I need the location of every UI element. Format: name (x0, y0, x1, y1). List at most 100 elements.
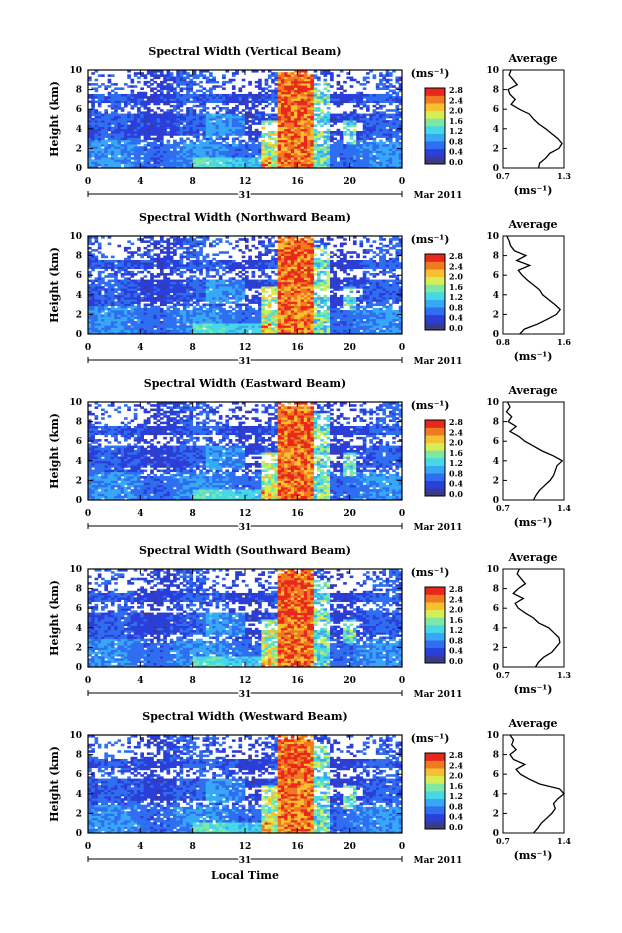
heatmap-cell (271, 114, 275, 117)
heatmap-cell (389, 114, 393, 117)
heatmap-cell (147, 81, 151, 84)
heatmap-cell (232, 260, 236, 263)
heatmap-cell (258, 142, 262, 145)
heatmap-cell (121, 114, 125, 117)
heatmap-cell (147, 304, 151, 307)
heatmap-cell (229, 79, 233, 82)
colorbar-tick-label: 1.2 (449, 126, 463, 136)
heatmap-cell (176, 308, 180, 311)
heatmap-cell (108, 280, 112, 283)
colorbar-swatch (425, 147, 445, 149)
x-tick-label: 0 (85, 177, 91, 187)
heatmap-cell (320, 116, 324, 119)
heatmap-cell (170, 306, 174, 309)
heatmap-cell (193, 105, 197, 108)
colorbar-swatch (425, 109, 445, 111)
heatmap-cell (268, 90, 272, 93)
heatmap-cell (379, 94, 383, 97)
heatmap-cell (327, 129, 331, 132)
heatmap-cell (114, 271, 118, 274)
heatmap-cell (209, 79, 213, 82)
heatmap-cell (212, 94, 216, 97)
heatmap-cell (196, 144, 200, 147)
heatmap-cell (95, 87, 99, 90)
average-x-tick-label: 1.3 (557, 171, 571, 181)
heatmap-cell (350, 142, 354, 145)
heatmap-cell (268, 142, 272, 145)
heatmap-cell (111, 111, 115, 114)
heatmap-cell (153, 306, 157, 309)
heatmap-cell (91, 159, 95, 162)
heatmap-cell (363, 87, 367, 90)
heatmap-cell (242, 79, 246, 82)
heatmap-cell (124, 258, 128, 261)
heatmap-cell (199, 247, 203, 250)
colorbar-swatch (425, 92, 445, 94)
heatmap-cell (157, 253, 161, 256)
heatmap-cell (173, 249, 177, 252)
heatmap-cell (95, 284, 99, 287)
heatmap-cell (101, 286, 105, 289)
heatmap-cell (356, 114, 360, 117)
heatmap-cell (317, 114, 321, 117)
heatmap-cell (160, 81, 164, 84)
colorbar-swatch (425, 132, 445, 134)
heatmap-cell (268, 94, 272, 97)
heatmap-cell (281, 72, 285, 75)
heatmap-cell (140, 297, 144, 300)
colorbar-swatch (425, 120, 445, 122)
heatmap-cell (324, 94, 328, 97)
heatmap-cell (111, 74, 115, 77)
heatmap-cell (258, 92, 262, 95)
heatmap-cell (359, 92, 363, 95)
heatmap-cell (255, 81, 259, 84)
colorbar-swatch (425, 126, 445, 128)
heatmap-cell (382, 105, 386, 108)
heatmap-cell (271, 72, 275, 75)
heatmap-cell (108, 260, 112, 263)
heatmap-cell (324, 131, 328, 134)
heatmap-cell (140, 72, 144, 75)
heatmap-cell (212, 85, 216, 88)
heatmap-cell (232, 138, 236, 141)
heatmap-cell (271, 90, 275, 93)
heatmap-cell (117, 114, 121, 117)
heatmap-cell (117, 293, 121, 296)
heatmap-cell (140, 308, 144, 311)
heatmap-cell (98, 260, 102, 263)
heatmap-cell (180, 94, 184, 97)
heatmap-cell (222, 308, 226, 311)
heatmap-cell (137, 81, 141, 84)
heatmap-cell (199, 280, 203, 283)
heatmap-cell (186, 138, 190, 141)
heatmap-cell (212, 245, 216, 248)
heatmap-cell (137, 247, 141, 250)
heatmap-cell (91, 249, 95, 252)
heatmap-cell (157, 107, 161, 110)
heatmap-cell (157, 144, 161, 147)
heatmap-cell (245, 94, 249, 97)
heatmap-cell (212, 107, 216, 110)
heatmap-cell (225, 271, 229, 274)
heatmap-cell (170, 256, 174, 259)
heatmap-cell (95, 277, 99, 280)
heatmap-cell (189, 310, 193, 313)
heatmap-cell (131, 114, 135, 117)
heatmap-cell (337, 161, 341, 164)
heatmap-cells (88, 236, 402, 334)
heatmap-cell (327, 107, 331, 110)
heatmap-cell (225, 260, 229, 263)
heatmap-cell (274, 131, 278, 134)
heatmap-cell (101, 148, 105, 151)
heatmap-cell (180, 280, 184, 283)
heatmap-cell (216, 253, 220, 256)
heatmap-cell (180, 310, 184, 313)
heatmap-cell (225, 284, 229, 287)
heatmap-cell (98, 243, 102, 246)
heatmap-cell (359, 159, 363, 162)
heatmap-cell (337, 129, 341, 132)
heatmap-cell (271, 107, 275, 110)
heatmap-cell (265, 118, 269, 121)
heatmap-cell (343, 131, 347, 134)
heatmap-cell (343, 144, 347, 147)
